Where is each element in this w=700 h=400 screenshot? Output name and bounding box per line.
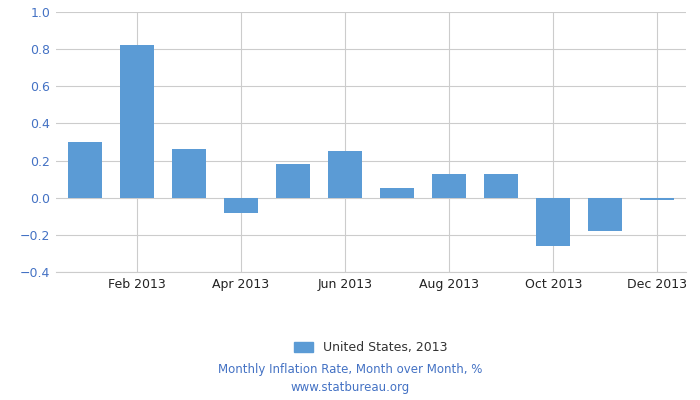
Bar bbox=[276, 164, 310, 198]
Bar bbox=[640, 198, 674, 200]
Bar bbox=[224, 198, 258, 212]
Bar bbox=[484, 174, 518, 198]
Text: Monthly Inflation Rate, Month over Month, %: Monthly Inflation Rate, Month over Month… bbox=[218, 364, 482, 376]
Bar bbox=[120, 46, 153, 198]
Bar bbox=[432, 174, 466, 198]
Bar bbox=[172, 150, 206, 198]
Bar bbox=[380, 188, 414, 198]
Bar bbox=[68, 142, 102, 198]
Bar bbox=[328, 151, 362, 198]
Bar bbox=[589, 198, 622, 231]
Bar bbox=[536, 198, 570, 246]
Text: www.statbureau.org: www.statbureau.org bbox=[290, 382, 410, 394]
Legend: United States, 2013: United States, 2013 bbox=[289, 336, 453, 359]
